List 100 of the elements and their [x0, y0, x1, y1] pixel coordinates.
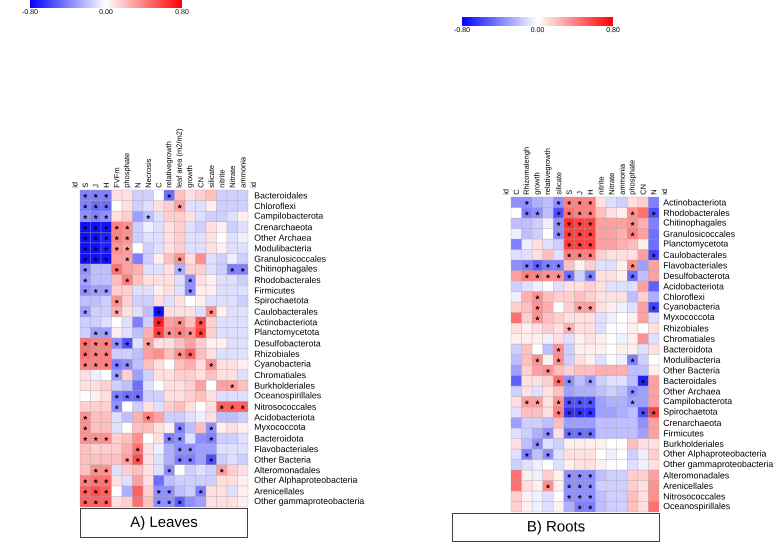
y-tick-label: Rhizobiales	[254, 350, 300, 358]
y-tick-label: Other Alphaproteobacteria	[254, 476, 358, 485]
data-label: *	[536, 358, 540, 362]
data-label: *	[94, 236, 98, 240]
data-label: *	[652, 306, 656, 310]
data-label: *	[209, 363, 214, 367]
data-label: *	[94, 490, 98, 494]
data-label: *	[630, 358, 635, 362]
data-label: *	[167, 490, 172, 494]
data-label: *	[209, 310, 214, 314]
data-label: *	[178, 268, 182, 272]
data-label: *	[567, 400, 572, 404]
y-tick-label: Crenarchaeota	[254, 224, 312, 230]
data-label: *	[524, 201, 529, 205]
data-label: *	[588, 484, 592, 488]
y-tick-label: Other Archaea	[254, 234, 312, 241]
data-label: *	[114, 394, 119, 399]
data-label: *	[578, 495, 582, 499]
data-label: *	[556, 222, 561, 226]
data-label: *	[94, 363, 98, 367]
data-label: *	[156, 490, 161, 494]
y-tick-label: Chitinophagales	[664, 219, 726, 228]
data-label: *	[198, 490, 203, 494]
data-label: *	[536, 442, 540, 446]
y-tick-label: Planctomycetota	[664, 240, 728, 248]
data-label: *	[230, 405, 234, 410]
data-label: *	[125, 246, 130, 251]
data-label: *	[630, 274, 635, 278]
data-label: *	[536, 274, 540, 278]
data-label: *	[578, 243, 582, 247]
data-label: *	[556, 411, 561, 415]
y-tick-label: Caulobacterales	[664, 252, 726, 258]
data-label: *	[188, 458, 192, 462]
data-label: *	[588, 243, 592, 247]
y-tick-label: Modulibacteria	[664, 356, 720, 363]
data-label: *	[136, 394, 140, 399]
data-label: *	[588, 222, 592, 226]
data-label: *	[83, 479, 88, 484]
data-label: *	[588, 274, 592, 278]
data-label: *	[567, 232, 572, 236]
data-label: *	[188, 352, 192, 356]
y-tick-label: Firmicutes	[254, 287, 294, 294]
data-label: *	[536, 306, 540, 310]
data-label: *	[588, 411, 592, 415]
data-label: *	[83, 342, 88, 346]
data-label: *	[567, 212, 572, 216]
data-label: *	[220, 405, 224, 410]
data-label: *	[104, 236, 108, 240]
data-label: *	[83, 226, 88, 230]
data-label: *	[167, 468, 172, 472]
data-label: *	[588, 474, 592, 478]
y-tick-label: Other Alphaproteobacteria	[664, 450, 766, 458]
y-tick-label: Rhodobacterales	[254, 276, 320, 284]
y-tick-label: Firmicutes	[664, 430, 704, 436]
data-label: *	[83, 194, 88, 198]
data-label: *	[83, 268, 88, 272]
data-label: *	[630, 264, 635, 268]
data-label: *	[94, 479, 98, 484]
data-label: *	[83, 310, 88, 314]
y-tick-label: Bacteroidota	[664, 346, 713, 352]
data-label: *	[94, 331, 98, 336]
data-label: *	[536, 400, 540, 404]
data-label: *	[167, 331, 172, 336]
data-label: *	[188, 448, 192, 452]
data-label: *	[556, 348, 561, 352]
data-label: *	[125, 342, 130, 346]
data-label: *	[556, 212, 561, 216]
y-tick-label: Actinobacteriota	[663, 199, 726, 206]
data-label: *	[567, 432, 572, 436]
data-label: *	[546, 484, 550, 488]
data-label: *	[588, 432, 592, 436]
data-label: *	[578, 506, 582, 510]
data-label: *	[83, 352, 88, 356]
data-label: *	[578, 201, 582, 205]
data-label: *	[578, 432, 582, 436]
data-label: *	[104, 204, 108, 208]
data-label: *	[83, 204, 88, 208]
y-tick-label: Crenarchaeota	[664, 420, 722, 426]
y-tick-label: Bacteroidota	[254, 435, 304, 442]
data-label: *	[198, 331, 203, 336]
data-label: *	[630, 212, 635, 216]
data-label: *	[188, 289, 192, 293]
data-label: *	[178, 320, 182, 325]
data-label: *	[104, 363, 108, 367]
y-tick-label: Actinobacteriota	[254, 318, 318, 326]
y-tick-label: Chloroflexi	[254, 202, 296, 210]
data-label: *	[588, 380, 592, 384]
data-label: *	[125, 236, 130, 240]
data-label: *	[524, 400, 529, 404]
data-label: *	[94, 468, 98, 472]
data-label: *	[104, 194, 108, 198]
data-label: *	[578, 222, 582, 226]
data-label: *	[114, 363, 119, 367]
data-label: *	[578, 212, 582, 216]
data-label: *	[83, 500, 88, 504]
data-label: *	[136, 458, 140, 462]
data-label: *	[567, 484, 572, 488]
data-label: *	[83, 246, 88, 251]
data-label: *	[209, 426, 214, 430]
data-label: *	[94, 204, 98, 208]
